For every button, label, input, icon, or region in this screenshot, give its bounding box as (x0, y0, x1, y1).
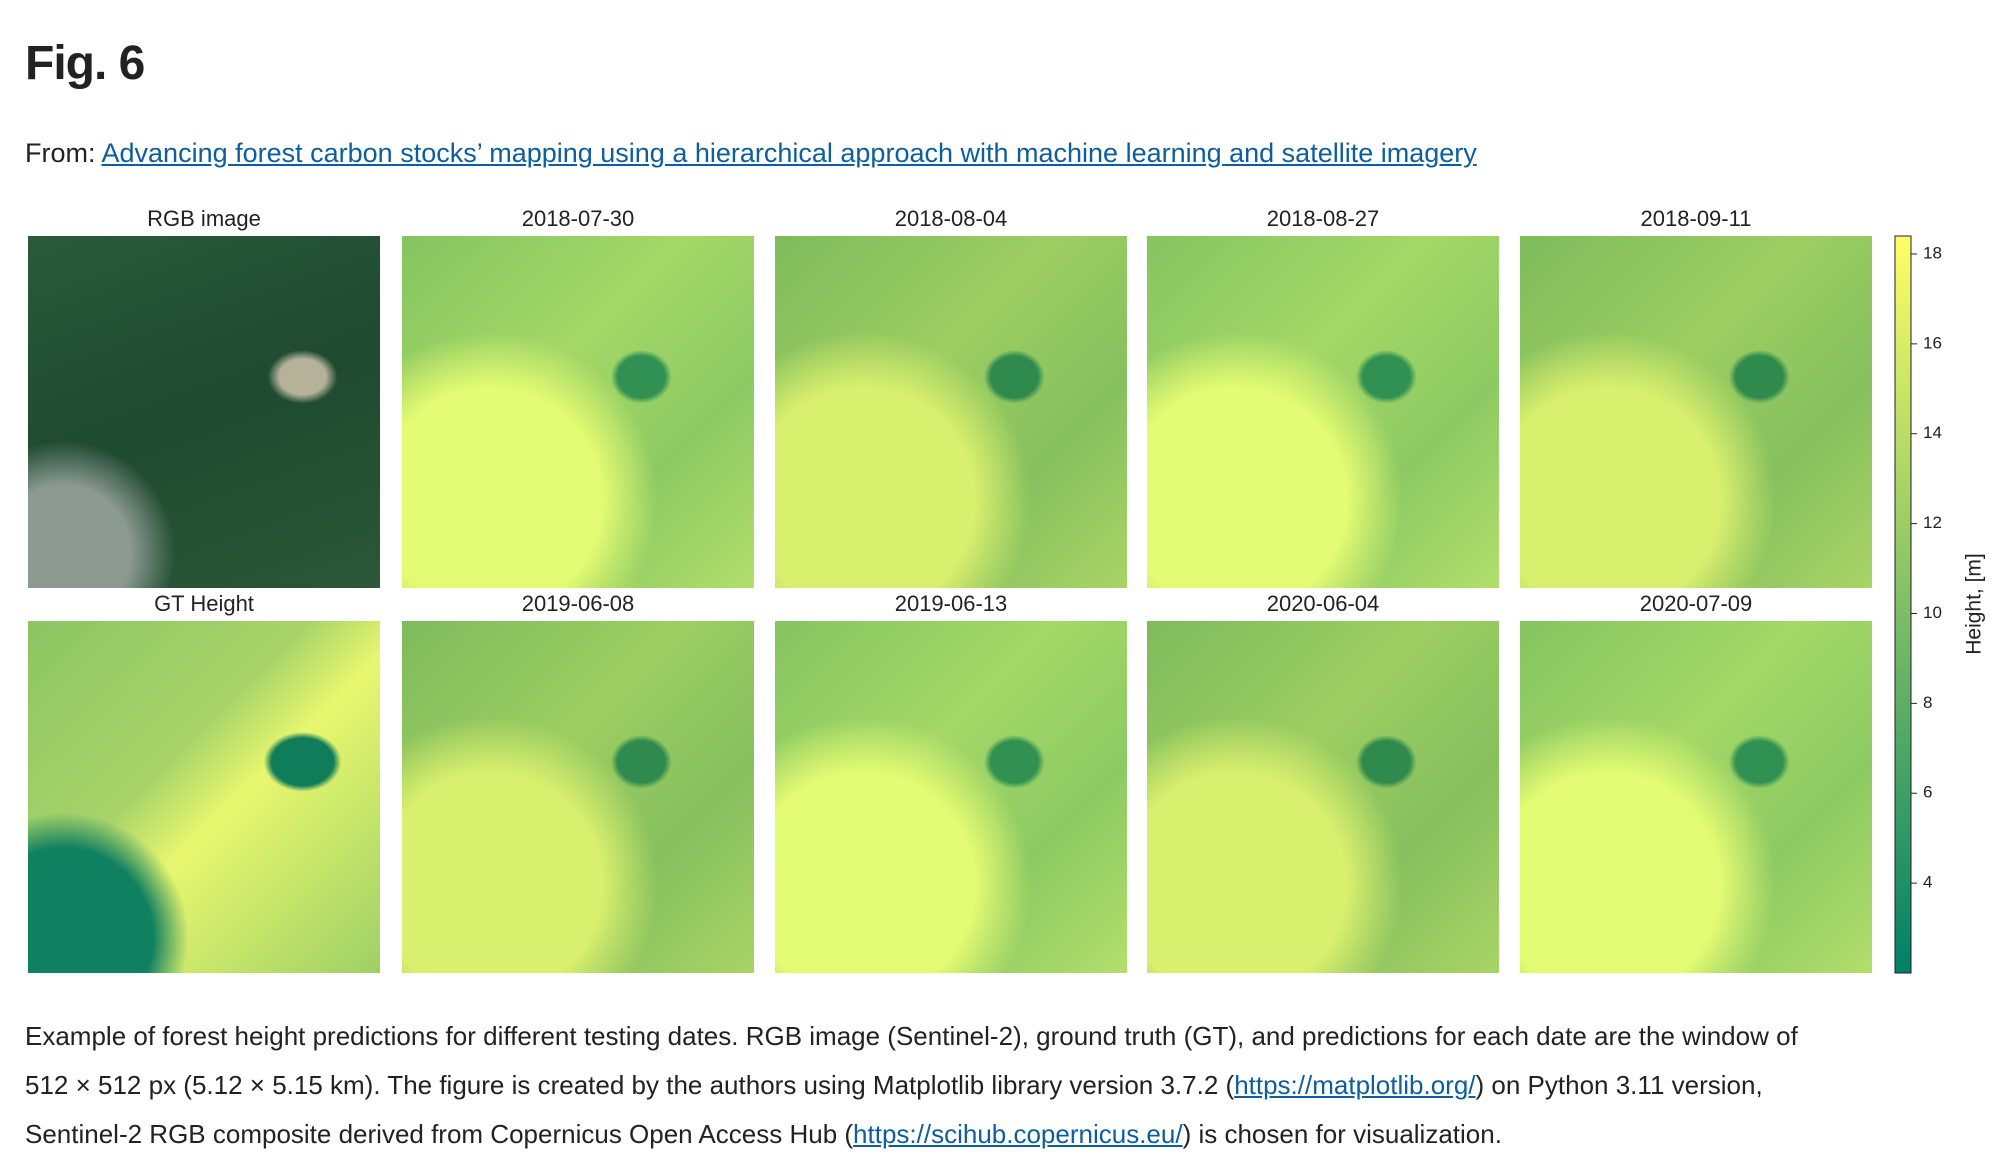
height-map (1147, 621, 1499, 973)
figure-title: Fig. 6 (25, 37, 145, 90)
caption-text: Sentinel-2 RGB composite derived from Co… (25, 1119, 854, 1149)
colorbar-tick-label: 4 (1923, 873, 1932, 892)
colorbar: Height, [m] 4 6 8 10 12 14 16 18 (1894, 235, 1986, 974)
source-link[interactable]: Advancing forest carbon stocks’ mapping … (101, 138, 1477, 168)
panel-title: 2018-08-27 (1266, 206, 1380, 231)
panel-title: 2020-06-04 (1266, 591, 1380, 616)
rgb-image (28, 236, 380, 588)
caption: Example of forest height predictions for… (25, 1012, 1798, 1159)
panel-title: 2018-07-30 (521, 206, 635, 231)
colorbar-tick-label: 14 (1923, 423, 1942, 442)
height-map (28, 621, 380, 973)
colorbar-tick-label: 8 (1923, 693, 1932, 712)
source-line: From: Advancing forest carbon stocks’ ma… (25, 138, 1477, 169)
panel-title: 2020-07-09 (1639, 591, 1753, 616)
colorbar-tick-label: 10 (1923, 603, 1942, 622)
caption-link[interactable]: https://matplotlib.org/ (1234, 1070, 1476, 1100)
from-label: From: (25, 138, 96, 168)
height-map (1520, 621, 1872, 973)
height-map (402, 236, 754, 588)
colorbar-gradient (1894, 235, 1912, 974)
caption-text: ) is chosen for visualization. (1182, 1119, 1502, 1149)
colorbar-tick-label: 18 (1923, 243, 1942, 262)
caption-text: Example of forest height predictions for… (25, 1021, 1798, 1051)
panel-title: 2018-08-04 (894, 206, 1008, 231)
panel-title: 2019-06-13 (894, 591, 1008, 616)
height-map (1147, 236, 1499, 588)
caption-text: 512 × 512 px (5.12 × 5.15 km). The figur… (25, 1070, 1235, 1100)
colorbar-tick-label: 16 (1923, 333, 1942, 352)
height-map (775, 621, 1127, 973)
caption-link[interactable]: https://scihub.copernicus.eu/ (853, 1119, 1183, 1149)
panel-title: GT Height (154, 591, 254, 616)
colorbar-tick-label: 6 (1923, 783, 1932, 802)
panel-title: 2019-06-08 (521, 591, 635, 616)
panel-title: RGB image (147, 206, 261, 231)
colorbar-tick-label: 12 (1923, 513, 1942, 532)
height-map (1520, 236, 1872, 588)
height-map (402, 621, 754, 973)
panel-title: 2018-09-11 (1640, 206, 1752, 231)
caption-text: ) on Python 3.11 version, (1475, 1070, 1763, 1100)
height-map (775, 236, 1127, 588)
colorbar-label: Height, [m] (1963, 553, 1986, 655)
